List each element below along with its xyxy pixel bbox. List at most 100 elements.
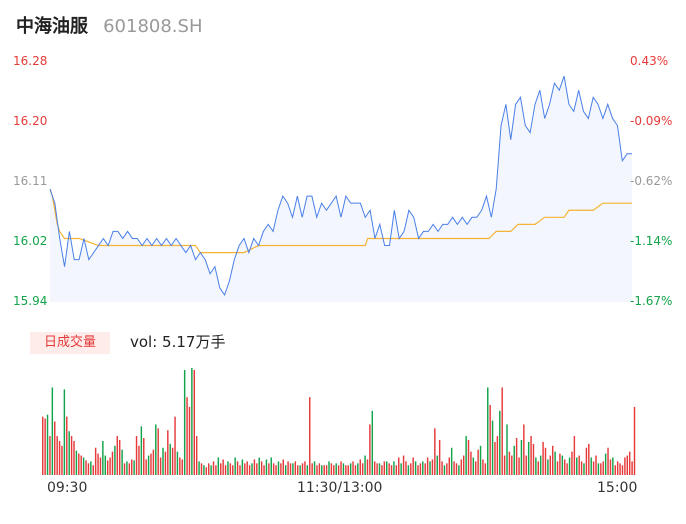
price-tick-3: 16.02 (13, 234, 48, 248)
volume-bar (203, 465, 205, 475)
time-label-close: 15:00 (597, 480, 638, 496)
volume-bar (564, 459, 566, 475)
volume-bar (311, 463, 313, 475)
volume-bar (583, 463, 585, 475)
volume-bar (241, 459, 244, 475)
volume-bar (465, 436, 467, 475)
volume-bar (588, 443, 590, 475)
volume-bar (592, 461, 595, 475)
volume-bar (195, 436, 198, 475)
volume-bar (270, 457, 272, 475)
volume-bar (174, 416, 176, 475)
volume-bar (229, 463, 232, 475)
volume-bar (619, 463, 621, 475)
volume-bar (162, 447, 164, 475)
volume-bar (551, 445, 554, 475)
volume-bar (193, 369, 195, 475)
volume-bar (566, 463, 568, 475)
volume-bar (585, 447, 588, 475)
volume-bar (234, 457, 236, 475)
volume-bar (482, 459, 484, 475)
volume-bar (518, 457, 520, 475)
volume-bar (419, 463, 422, 475)
price-tick-0: 16.28 (13, 54, 48, 68)
volume-bar (275, 465, 277, 475)
volume-bar (616, 461, 619, 475)
volume-bar (556, 461, 559, 475)
volume-bar (571, 451, 573, 475)
volume-bar (364, 455, 366, 475)
volume-bar (198, 461, 200, 475)
volume-bar (109, 457, 111, 475)
volume-bar (614, 465, 616, 475)
volume-bar (631, 461, 633, 475)
volume-bar (359, 459, 361, 475)
volume-bar (496, 436, 499, 475)
volume-bar (472, 457, 475, 475)
volume-bar (301, 463, 304, 475)
volume-bar (220, 463, 222, 475)
volume-bar (58, 440, 61, 475)
volume-bar (621, 465, 624, 475)
volume-bar (460, 459, 463, 475)
volume-bar (135, 436, 138, 475)
volume-bar (131, 459, 133, 475)
volume-bar (381, 465, 383, 475)
volume-bar (515, 438, 518, 475)
volume-bar (188, 406, 191, 475)
volume-bar (87, 463, 90, 475)
volume-bar (169, 443, 171, 475)
volume-bar (78, 453, 80, 475)
volume-bar (248, 465, 251, 475)
volume-bar (159, 457, 162, 475)
volume-bar (349, 463, 352, 475)
volume-bar (330, 463, 333, 475)
volume-bar (128, 463, 131, 475)
volume-bar (323, 465, 325, 475)
volume-bar (527, 441, 530, 475)
volume-bar (244, 463, 246, 475)
volume-bar (340, 461, 342, 475)
volume-bar (470, 451, 472, 475)
volume-bar (68, 431, 70, 475)
volume-bar (354, 465, 357, 475)
volume-bar (395, 465, 398, 475)
volume-bar (82, 457, 85, 475)
volume-bar (561, 455, 564, 475)
volume-bar (402, 455, 405, 475)
volume-bar (434, 428, 436, 475)
volume-bar (602, 461, 604, 475)
volume-bar (150, 453, 152, 475)
volume-bar (537, 461, 539, 475)
volume-bar (624, 457, 626, 475)
volume-bar (143, 438, 145, 475)
volume-bar (508, 451, 511, 475)
volume-bar (191, 368, 193, 475)
volume-bar (97, 453, 99, 475)
volume-bar (441, 461, 443, 475)
volume-bar (542, 441, 544, 475)
volume-bar (328, 461, 330, 475)
volume-bar (51, 387, 54, 475)
volume-bar (462, 455, 465, 475)
volume-bar (407, 465, 410, 475)
volume-bar (42, 416, 44, 475)
volume-bar (155, 424, 157, 475)
volume-bar (450, 447, 453, 475)
volume-bar (410, 463, 412, 475)
volume-bar (49, 436, 51, 475)
volume-bar (554, 451, 556, 475)
volume-bar (491, 420, 494, 475)
volume-bar (475, 461, 477, 475)
price-chart (49, 75, 632, 303)
volume-bar (337, 465, 340, 475)
volume-bar (114, 445, 116, 475)
volume-bar (102, 440, 104, 475)
volume-bar (277, 461, 280, 475)
daily-volume-tab[interactable]: 日成交量 (30, 332, 110, 354)
volume-bar (357, 463, 359, 475)
volume-bar (66, 416, 68, 475)
volume-bar (443, 465, 446, 475)
volume-bar (164, 451, 167, 475)
volume-bar (75, 450, 78, 475)
